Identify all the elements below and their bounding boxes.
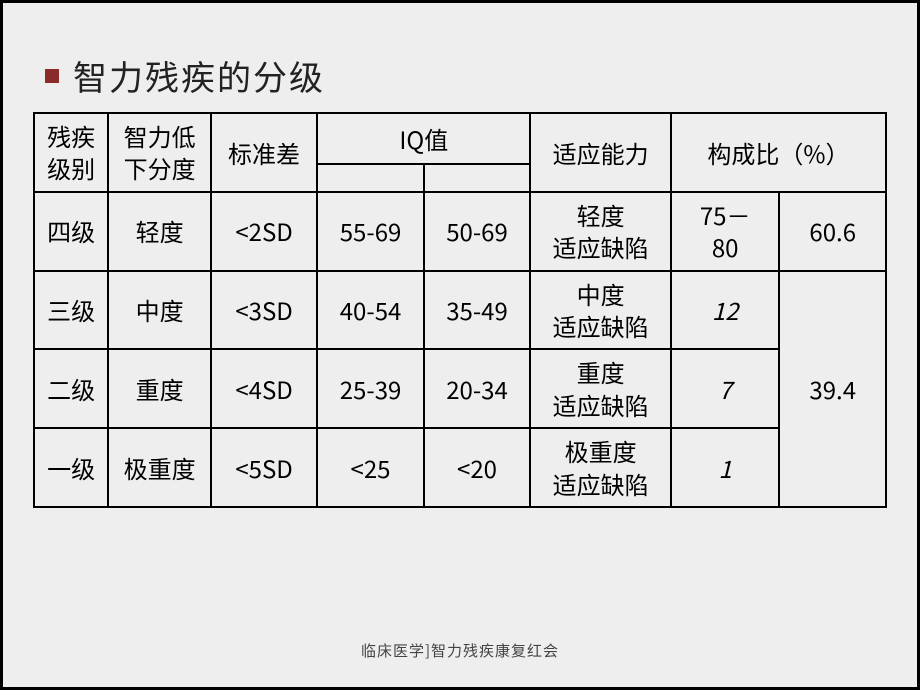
cell-ratio1: 75－80 [671, 192, 780, 271]
table-header-row: 残疾级别 智力低下分度 标准差 IQ值 适应能力 构成比（%） [34, 113, 886, 164]
table-row: 四级 轻度 <2SD 55-69 50-69 轻度适应缺陷 75－80 60.6 [34, 192, 886, 271]
cell-ratio2-merged: 39.4 [779, 271, 886, 507]
header-iq-sub2 [424, 164, 530, 192]
cell-iq2: <20 [424, 428, 530, 507]
cell-iq1: <25 [317, 428, 423, 507]
cell-level: 一级 [34, 428, 108, 507]
cell-sd: <3SD [211, 271, 317, 350]
header-sd: 标准差 [211, 113, 317, 192]
cell-degree: 极重度 [108, 428, 210, 507]
cell-degree: 重度 [108, 349, 210, 428]
cell-ratio1: 1 [671, 428, 780, 507]
slide-footer: 临床医学]智力残疾康复红会 [3, 640, 917, 661]
header-adapt: 适应能力 [530, 113, 671, 192]
cell-iq1: 25-39 [317, 349, 423, 428]
cell-degree: 轻度 [108, 192, 210, 271]
classification-table: 残疾级别 智力低下分度 标准差 IQ值 适应能力 构成比（%） 四级 轻度 <2… [33, 112, 887, 508]
bullet-icon [45, 69, 59, 83]
cell-iq2: 35-49 [424, 271, 530, 350]
cell-iq2: 50-69 [424, 192, 530, 271]
cell-level: 二级 [34, 349, 108, 428]
table-row: 三级 中度 <3SD 40-54 35-49 中度适应缺陷 12 39.4 [34, 271, 886, 350]
table-row: 二级 重度 <4SD 25-39 20-34 重度适应缺陷 7 [34, 349, 886, 428]
header-iq-sub1 [317, 164, 423, 192]
cell-iq2: 20-34 [424, 349, 530, 428]
header-level: 残疾级别 [34, 113, 108, 192]
cell-sd: <4SD [211, 349, 317, 428]
header-degree: 智力低下分度 [108, 113, 210, 192]
cell-adapt: 重度适应缺陷 [530, 349, 671, 428]
slide: 智力残疾的分级 残疾级别 智力低下分度 标准差 IQ值 适应能力 构成比（%） … [0, 0, 920, 690]
cell-ratio1: 12 [671, 271, 780, 350]
header-ratio: 构成比（%） [671, 113, 886, 192]
header-iq: IQ值 [317, 113, 530, 164]
cell-iq1: 55-69 [317, 192, 423, 271]
cell-adapt: 轻度适应缺陷 [530, 192, 671, 271]
cell-sd: <5SD [211, 428, 317, 507]
cell-degree: 中度 [108, 271, 210, 350]
table-row: 一级 极重度 <5SD <25 <20 极重度适应缺陷 1 [34, 428, 886, 507]
title-row: 智力残疾的分级 [45, 51, 887, 100]
cell-adapt: 极重度适应缺陷 [530, 428, 671, 507]
cell-ratio2: 60.6 [779, 192, 886, 271]
cell-adapt: 中度适应缺陷 [530, 271, 671, 350]
cell-iq1: 40-54 [317, 271, 423, 350]
cell-ratio1: 7 [671, 349, 780, 428]
slide-title: 智力残疾的分级 [73, 51, 325, 100]
cell-sd: <2SD [211, 192, 317, 271]
cell-level: 三级 [34, 271, 108, 350]
cell-level: 四级 [34, 192, 108, 271]
